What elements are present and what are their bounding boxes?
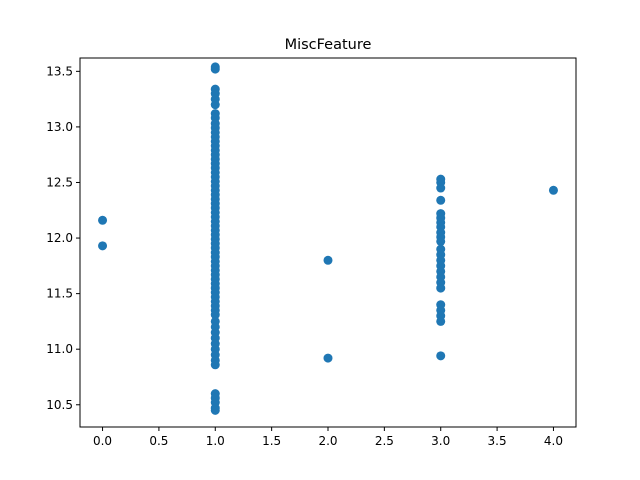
data-point [210, 310, 220, 320]
y-tick-label: 13.0 [46, 120, 73, 134]
y-tick-label: 11.0 [46, 342, 73, 356]
y-tick-label: 13.5 [46, 64, 73, 78]
x-tick-label: 3.0 [431, 434, 450, 448]
x-tick-label: 2.0 [318, 434, 337, 448]
data-point [548, 185, 558, 195]
data-point [210, 100, 220, 110]
data-point [436, 236, 446, 246]
y-tick-label: 11.5 [46, 287, 73, 301]
plot-frame [79, 57, 577, 428]
x-tick-label: 0.0 [93, 434, 112, 448]
data-point [436, 283, 446, 293]
x-tick-label: 1.0 [206, 434, 225, 448]
data-point [436, 195, 446, 205]
y-tick-label: 10.5 [46, 398, 73, 412]
x-tick-label: 4.0 [544, 434, 563, 448]
chart-title: MiscFeature [285, 37, 372, 53]
y-tick-label: 12.0 [46, 231, 73, 245]
data-point [98, 215, 108, 225]
data-point [436, 351, 446, 361]
axes-layer: 0.0 0.5 1.0 1.5 2.0 2.5 3.0 3.5 4.0 10.5 11.0 11.5 1… [46, 57, 577, 448]
x-tick-label: 3.5 [488, 434, 507, 448]
data-point [210, 64, 220, 74]
data-point [210, 405, 220, 415]
x-tick-label: 2.5 [375, 434, 394, 448]
data-point [436, 183, 446, 193]
x-tick-label: 1.5 [262, 434, 281, 448]
data-point [210, 360, 220, 370]
data-point [323, 255, 333, 265]
data-point [98, 241, 108, 251]
data-point [436, 316, 446, 326]
points-layer [98, 62, 558, 415]
y-tick-label: 12.5 [46, 175, 73, 189]
x-tick-label: 0.5 [149, 434, 168, 448]
data-point [323, 353, 333, 363]
